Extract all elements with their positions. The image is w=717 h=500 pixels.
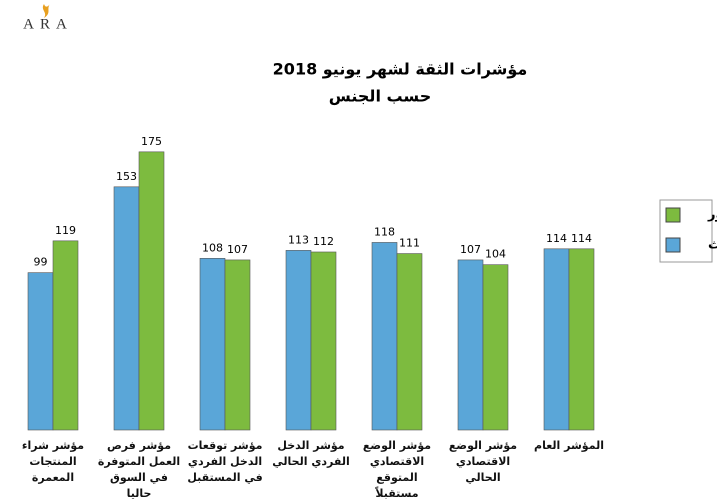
value-label: 175 [141,135,162,148]
bar [52,240,79,431]
bar [27,272,54,431]
value-label: 112 [313,235,334,248]
bar [457,259,484,431]
value-label: 114 [571,232,592,245]
x-tick-label: مؤشر الدخل الفردي الحالي [272,439,350,468]
x-tick-label: مؤشر فرص العمل المتوفرة في السوق حاليا [97,439,181,500]
value-label: 119 [55,224,76,237]
bar [138,151,165,431]
x-tick-label: مؤشر الوضع الاقتصادي الحالي [448,439,518,484]
x-tick-label: مؤشر الوضع الاقتصادي المتوقع مستقبلاً [362,439,432,500]
logo: ARA [23,16,73,32]
value-label: 99 [34,256,48,269]
legend-label: إناث [708,238,717,253]
bar [543,248,570,431]
value-label: 108 [202,241,223,254]
bar [310,251,337,431]
x-tick-label: المؤشر العام [534,439,604,452]
bar [568,248,595,431]
bar [113,186,140,431]
value-label: 107 [227,243,248,256]
bar [396,253,423,431]
value-label: 111 [399,237,420,250]
value-label: 118 [374,225,395,238]
bar [224,259,251,431]
legend-swatch [665,237,681,253]
bar [199,258,226,431]
value-label: 104 [485,248,506,261]
bar [371,242,398,431]
chart-subtitle: حسب الجنس [329,87,432,106]
bar [285,250,312,431]
x-tick-label: مؤشر توقعات الدخل الفردي في المستقبل [187,439,263,484]
value-label: 153 [116,170,137,183]
bar [482,264,509,431]
legend-label: ذكور [707,208,717,223]
value-label: 114 [546,232,567,245]
x-tick-label: مؤشر شراء المنتجات المعمرة [21,439,85,484]
chart-title: مؤشرات الثقة لشهر يونيو 2018 [273,60,528,79]
logo-flame [42,4,50,18]
value-label: 107 [460,243,481,256]
legend-swatch [665,207,681,223]
value-label: 113 [288,233,309,246]
